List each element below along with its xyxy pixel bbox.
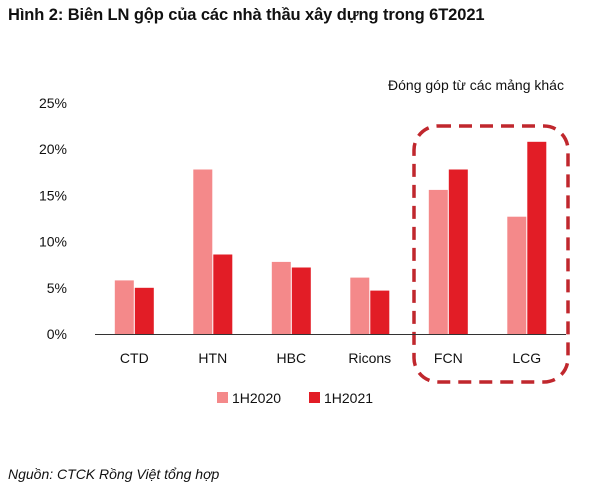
y-tick-label: 0% xyxy=(47,326,67,342)
legend-swatch-1h2021 xyxy=(309,392,320,403)
legend-label-1h2020: 1H2020 xyxy=(232,390,281,406)
bar-hbc-1h2021 xyxy=(291,267,311,334)
bar-htn-1h2021 xyxy=(213,254,233,334)
y-axis-ticks: 0% 5% 10% 15% 20% 25% xyxy=(39,95,67,342)
bar-htn-1h2020 xyxy=(193,169,213,334)
legend-swatch-1h2020 xyxy=(217,392,228,403)
y-tick-label: 15% xyxy=(39,187,67,203)
bar-ricons-1h2020 xyxy=(350,277,370,334)
bars xyxy=(114,141,547,334)
x-tick-label: FCN xyxy=(434,350,463,366)
y-tick-label: 20% xyxy=(39,141,67,157)
bar-lcg-1h2020 xyxy=(507,216,527,334)
legend: 1H2020 1H2021 xyxy=(217,390,373,406)
x-tick-label: CTD xyxy=(120,350,149,366)
y-tick-label: 10% xyxy=(39,234,67,250)
bar-lcg-1h2021 xyxy=(527,141,547,334)
legend-label-1h2021: 1H2021 xyxy=(324,390,373,406)
chart-title: Hình 2: Biên LN gộp của các nhà thầu xây… xyxy=(8,6,485,24)
bar-fcn-1h2020 xyxy=(428,189,448,334)
source-note: Nguồn: CTCK Rồng Việt tổng hợp xyxy=(8,466,220,482)
x-tick-label: HBC xyxy=(277,350,307,366)
x-tick-label: LCG xyxy=(512,350,541,366)
bar-hbc-1h2020 xyxy=(271,261,291,334)
x-tick-label: Ricons xyxy=(348,350,391,366)
y-tick-label: 25% xyxy=(39,95,67,111)
x-tick-label: HTN xyxy=(198,350,227,366)
x-axis-ticks: CTD HTN HBC Ricons FCN LCG xyxy=(120,350,541,366)
bar-ctd-1h2020 xyxy=(114,280,134,334)
bar-ricons-1h2021 xyxy=(370,290,390,334)
bar-fcn-1h2021 xyxy=(448,169,468,334)
bar-chart: 0% 5% 10% 15% 20% 25% CTD HTN HBC Ricons FCN LCG Đ… xyxy=(39,77,570,406)
annotation-label: Đóng góp từ các mảng khác xyxy=(388,77,564,93)
y-tick-label: 5% xyxy=(47,280,67,296)
bar-ctd-1h2021 xyxy=(134,287,154,334)
highlight-box xyxy=(412,124,570,384)
